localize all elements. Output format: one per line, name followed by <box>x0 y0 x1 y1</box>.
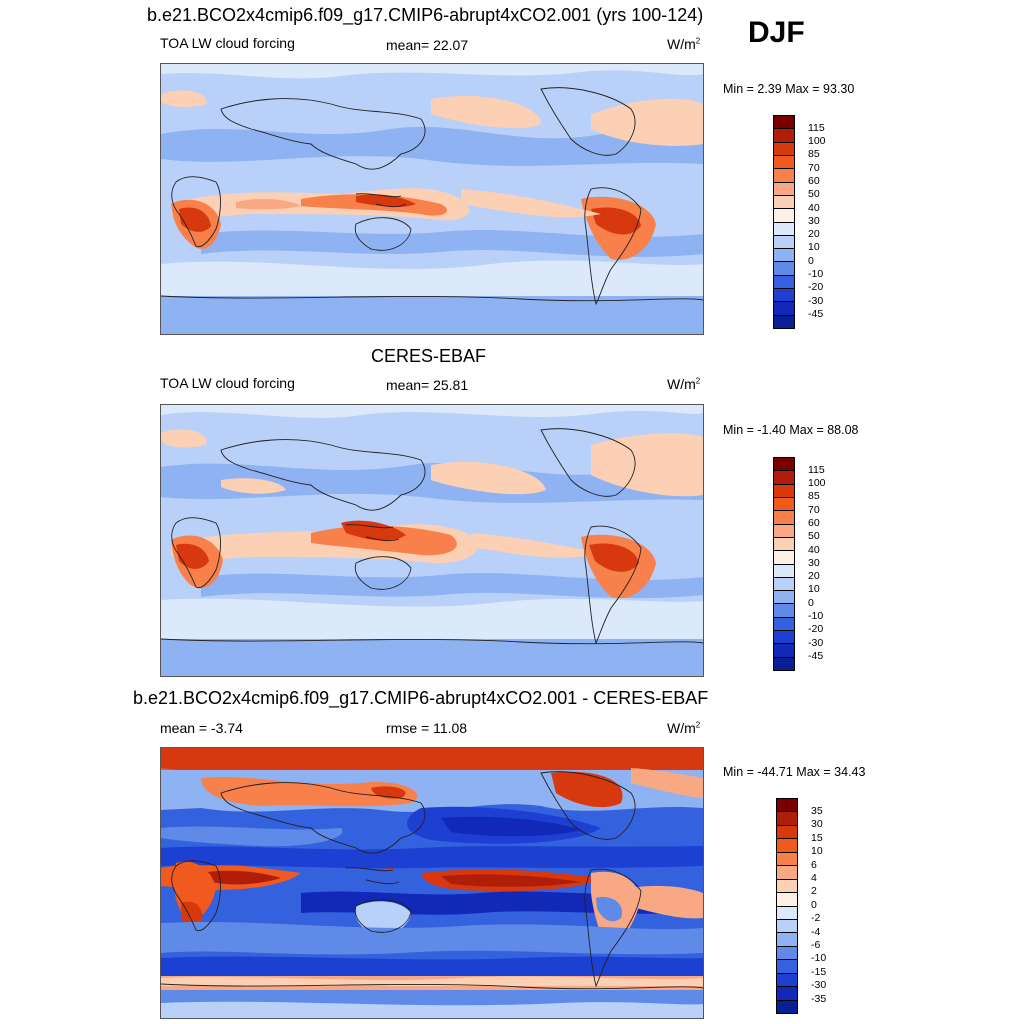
cb3-label: 10 <box>811 845 823 857</box>
cb2-label: -45 <box>808 650 824 662</box>
cb2-label: 40 <box>808 544 820 556</box>
panel-2-minmax: Min = -1.40 Max = 88.08 <box>723 423 859 437</box>
cb1-label: 60 <box>808 175 820 187</box>
cb1-label: 30 <box>808 215 820 227</box>
cb1-label: 10 <box>808 241 820 253</box>
cb2-label: -30 <box>808 637 824 649</box>
cb2-label: 85 <box>808 490 820 502</box>
panel-1-units: W/m2 <box>667 36 701 52</box>
panel-3-title: b.e21.BCO2x4cmip6.f09_g17.CMIP6-abrupt4x… <box>133 688 709 708</box>
panel-2-map <box>160 404 704 677</box>
cb3-label: -2 <box>811 912 821 924</box>
panel-3-rmse: rmse = 11.08 <box>386 720 468 736</box>
cb2-label: 70 <box>808 504 820 516</box>
panel-3-mean: mean = -3.74 <box>160 720 243 736</box>
cb2-label: 50 <box>808 530 820 542</box>
cb1-label: -30 <box>808 295 824 307</box>
cb1-label: 115 <box>808 122 825 134</box>
panel-3-units: W/m2 <box>667 720 701 736</box>
panel-3-colorbar <box>776 798 798 1014</box>
panel-1-map <box>160 63 704 335</box>
panel-1-minmax: Min = 2.39 Max = 93.30 <box>723 82 855 96</box>
cb3-label: -30 <box>811 979 827 991</box>
cb3-label: 30 <box>811 818 823 830</box>
cb2-label: 100 <box>808 477 826 489</box>
panel-3-minmax: Min = -44.71 Max = 34.43 <box>723 765 866 779</box>
cb1-label: -20 <box>808 281 824 293</box>
cb3-label: -10 <box>811 952 827 964</box>
cb3-label: -15 <box>811 966 827 978</box>
panel-1-colorbar <box>773 115 795 329</box>
cb2-label: 0 <box>808 597 814 609</box>
panel-2-variable-label: TOA LW cloud forcing <box>160 375 295 391</box>
cb2-label: 60 <box>808 517 820 529</box>
cb1-label: -45 <box>808 308 824 320</box>
panel-1-colorbar-labels: 115 100 85 70 60 50 40 30 20 10 0 -10 -2… <box>808 115 848 327</box>
cb3-label: 35 <box>811 805 823 817</box>
panel-2-colorbar <box>773 457 795 671</box>
cb3-label: 2 <box>811 885 817 897</box>
panel-1-variable-label: TOA LW cloud forcing <box>160 35 295 51</box>
cb1-label: 100 <box>808 135 826 147</box>
panel-2-title: CERES-EBAF <box>371 346 487 366</box>
panel-2-mean: mean= 25.81 <box>386 377 469 393</box>
season-label: DJF <box>748 16 805 49</box>
cb1-label: 40 <box>808 202 820 214</box>
cb2-label: 20 <box>808 570 820 582</box>
panel-1-mean: mean= 22.07 <box>386 37 469 53</box>
cb3-label: -4 <box>811 926 821 938</box>
cb2-label: -20 <box>808 623 824 635</box>
cb2-label: 115 <box>808 464 825 476</box>
cb1-label: 70 <box>808 162 820 174</box>
cb1-label: -10 <box>808 268 824 280</box>
cb3-label: -6 <box>811 939 821 951</box>
cb2-label: 10 <box>808 583 820 595</box>
panel-2-units: W/m2 <box>667 376 701 392</box>
cb2-label: -10 <box>808 610 824 622</box>
cb3-label: 15 <box>811 832 823 844</box>
panel-3-map <box>160 747 704 1019</box>
cb3-label: -35 <box>811 993 827 1005</box>
panel-2-colorbar-labels: 115 100 85 70 60 50 40 30 20 10 0 -10 -2… <box>808 457 848 669</box>
cb3-label: 4 <box>811 872 817 884</box>
cb1-label: 0 <box>808 255 814 267</box>
panel-1-title: b.e21.BCO2x4cmip6.f09_g17.CMIP6-abrupt4x… <box>147 5 704 25</box>
panel-3-colorbar-labels: 35 30 15 10 6 4 2 0 -2 -4 -6 -10 -15 -30… <box>811 798 851 1012</box>
cb1-label: 85 <box>808 148 820 160</box>
cb2-label: 30 <box>808 557 820 569</box>
cb3-label: 6 <box>811 859 817 871</box>
cb3-label: 0 <box>811 899 817 911</box>
cb1-label: 50 <box>808 188 820 200</box>
cb1-label: 20 <box>808 228 820 240</box>
